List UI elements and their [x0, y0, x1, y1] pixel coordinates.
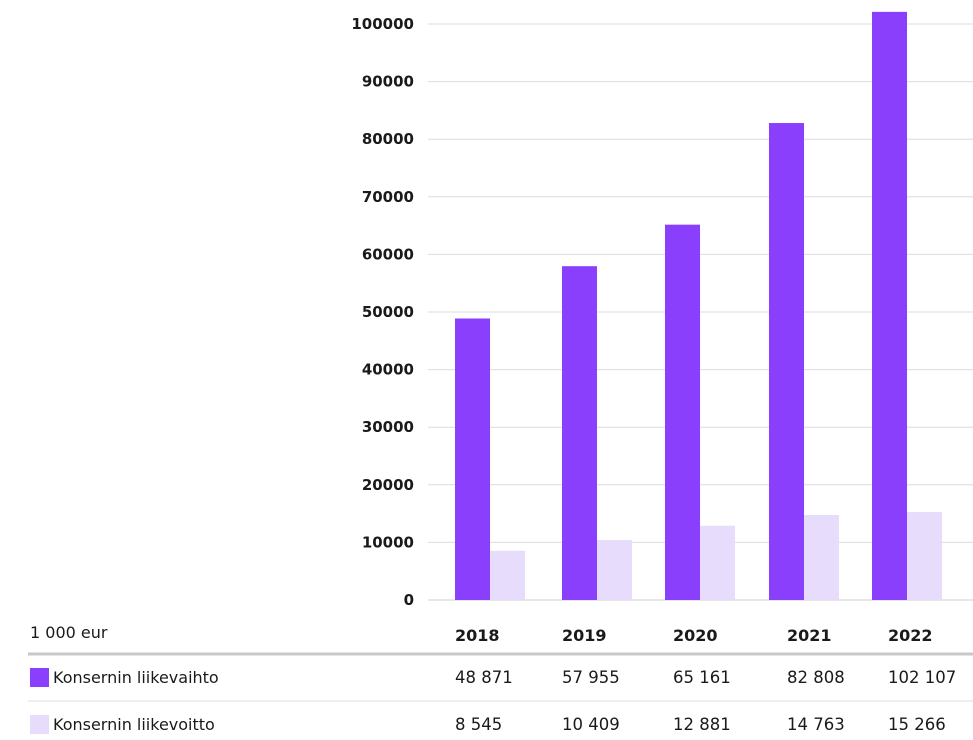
table-cell: 8 545 [455, 715, 502, 734]
bar-liikevoitto [700, 525, 735, 600]
x-tick-label: 2022 [888, 626, 933, 645]
legend-label: Konsernin liikevoitto [53, 715, 215, 734]
table-cell: 57 955 [562, 668, 620, 687]
y-tick-label: 40000 [362, 361, 414, 379]
bar-liikevoitto [907, 512, 942, 600]
table-cell: 14 763 [787, 715, 845, 734]
y-tick-label: 90000 [362, 73, 414, 91]
x-tick-label: 2019 [562, 626, 607, 645]
y-tick-label: 70000 [362, 188, 414, 206]
x-axis-labels: 2018 2019 2020 2021 2022 [455, 626, 933, 645]
table-cell: 102 107 [888, 668, 956, 687]
table-row: Konsernin liikevoitto 8 545 10 409 12 881 14… [30, 715, 946, 734]
y-tick-label: 60000 [362, 245, 414, 263]
table-cell: 48 871 [455, 668, 513, 687]
table-cell: 10 409 [562, 715, 620, 734]
y-tick-label: 30000 [362, 418, 414, 436]
y-tick-label: 20000 [362, 476, 414, 494]
x-tick-label: 2020 [673, 626, 718, 645]
table-cell: 15 266 [888, 715, 946, 734]
legend-swatch [30, 668, 49, 687]
table-cell: 65 161 [673, 668, 731, 687]
bar-liikevoitto [597, 540, 632, 600]
bar-liikevoitto [804, 514, 839, 600]
data-table: Konsernin liikevaihto 48 871 57 955 65 161 8… [28, 652, 973, 734]
bar-liikevaihto [665, 224, 700, 600]
y-tick-label: 50000 [362, 303, 414, 321]
bar-liikevaihto [769, 123, 804, 601]
bar-liikevaihto [455, 318, 490, 600]
legend-label: Konsernin liikevaihto [53, 668, 219, 687]
table-cell: 12 881 [673, 715, 731, 734]
table-row: Konsernin liikevaihto 48 871 57 955 65 161 8… [30, 668, 956, 687]
y-tick-label: 80000 [362, 130, 414, 148]
bars [455, 11, 942, 601]
bar-liikevaihto [872, 11, 907, 600]
y-tick-label: 0 [404, 591, 414, 609]
table-cell: 82 808 [787, 668, 845, 687]
unit-label: 1 000 eur [30, 623, 108, 642]
x-tick-label: 2021 [787, 626, 832, 645]
x-tick-label: 2018 [455, 626, 500, 645]
legend-swatch [30, 715, 49, 734]
bar-liikevaihto [562, 266, 597, 600]
bar-liikevoitto [490, 550, 525, 600]
y-tick-label: 10000 [362, 533, 414, 551]
y-tick-label: 100000 [351, 15, 414, 33]
y-axis-ticks: 0 10000 20000 30000 40000 50000 60000 70000 8000… [351, 15, 414, 609]
